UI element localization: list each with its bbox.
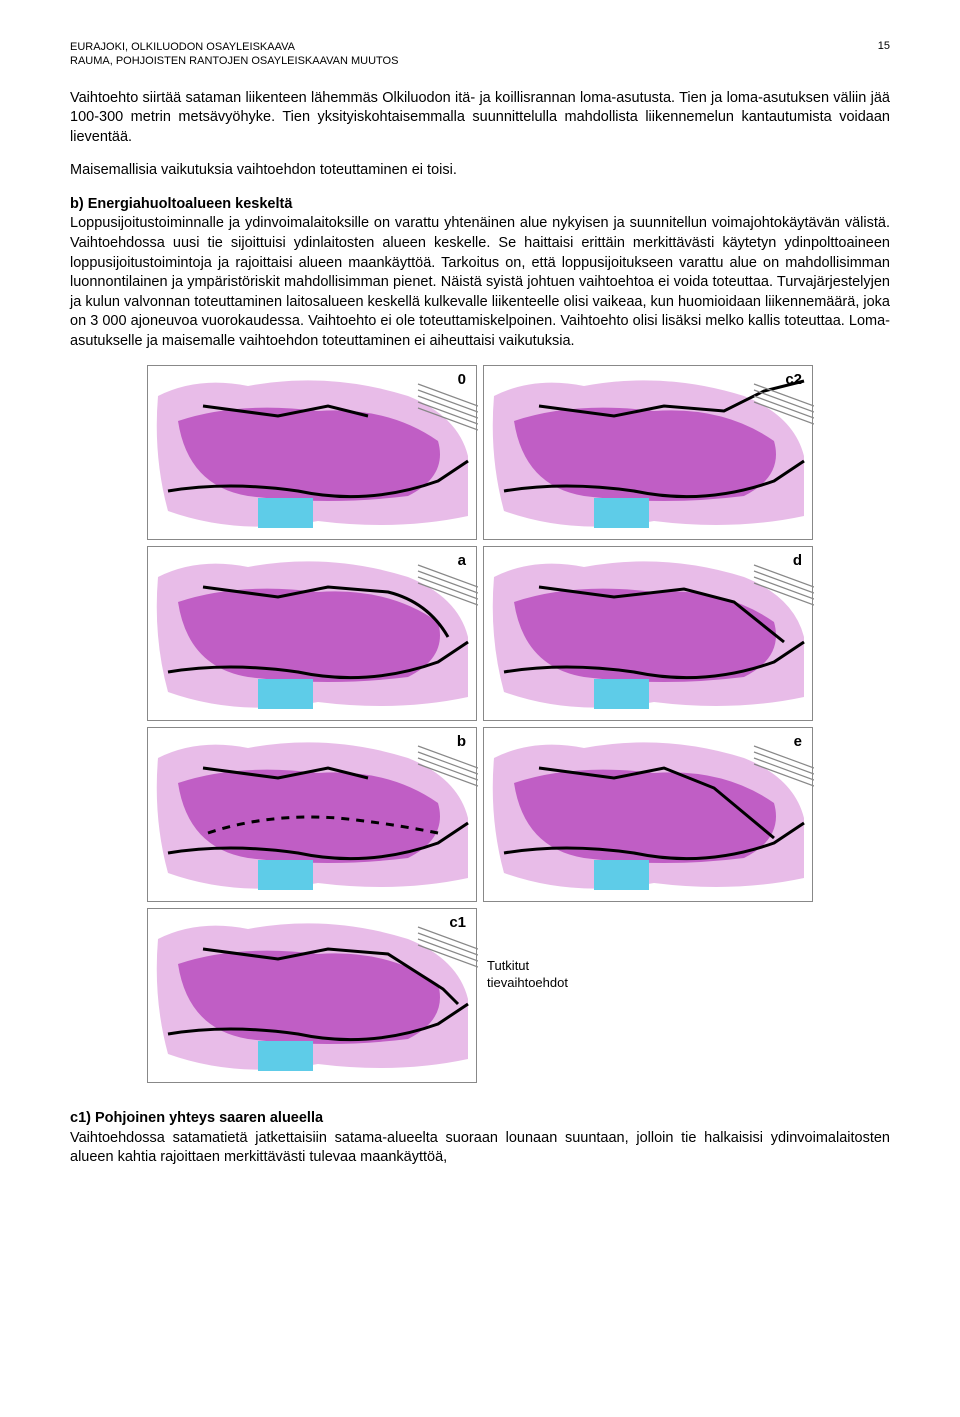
map-panel-e: e xyxy=(483,727,813,902)
map-grid: 0 a xyxy=(70,365,890,1083)
map-panel-b: b xyxy=(147,727,477,902)
map-caption: Tutkitut tievaihtoehdot xyxy=(487,958,813,992)
header-line1: EURAJOKI, OLKILUODON OSAYLEISKAAVA xyxy=(70,40,398,54)
map-label-d: d xyxy=(793,552,802,569)
page-header: EURAJOKI, OLKILUODON OSAYLEISKAAVA RAUMA… xyxy=(70,40,890,69)
map-label-b: b xyxy=(457,733,466,750)
paragraph-b: b) Energiahuoltoalueen keskeltä Loppusij… xyxy=(70,195,890,352)
document-page: EURAJOKI, OLKILUODON OSAYLEISKAAVA RAUMA… xyxy=(0,0,960,1222)
page-number: 15 xyxy=(878,40,890,69)
map-panel-0: 0 xyxy=(147,365,477,540)
map-label-c1: c1 xyxy=(449,914,466,931)
paragraph-2: Maisemallisia vaikutuksia vaihtoehdon to… xyxy=(70,161,890,181)
map-panel-c1: c1 xyxy=(147,908,477,1083)
map-label-0: 0 xyxy=(458,371,466,388)
map-label-e: e xyxy=(794,733,802,750)
paragraph-4: Vaihtoehdossa satamatietä jatkettaisiin … xyxy=(70,1130,890,1166)
header-title-block: EURAJOKI, OLKILUODON OSAYLEISKAAVA RAUMA… xyxy=(70,40,398,69)
map-label-a: a xyxy=(458,552,466,569)
map-panel-a: a xyxy=(147,546,477,721)
section-c1-title: c1) Pohjoinen yhteys saaren alueella xyxy=(70,1110,323,1126)
map-panel-c2: c2 xyxy=(483,365,813,540)
section-b-title: b) Energiahuoltoalueen keskeltä xyxy=(70,196,292,212)
caption-line1: Tutkitut xyxy=(487,958,813,975)
header-line2: RAUMA, POHJOISTEN RANTOJEN OSAYLEISKAAVA… xyxy=(70,54,398,68)
map-column-left: 0 a xyxy=(147,365,477,1083)
paragraph-1: Vaihtoehto siirtää sataman liikenteen lä… xyxy=(70,89,890,148)
paragraph-3: Loppusijoitustoiminnalle ja ydinvoimalai… xyxy=(70,215,890,348)
map-label-c2: c2 xyxy=(785,371,802,388)
paragraph-c1: c1) Pohjoinen yhteys saaren alueella Vai… xyxy=(70,1109,890,1168)
caption-line2: tievaihtoehdot xyxy=(487,975,813,992)
map-panel-d: d xyxy=(483,546,813,721)
map-column-right: c2 d xyxy=(483,365,813,1083)
